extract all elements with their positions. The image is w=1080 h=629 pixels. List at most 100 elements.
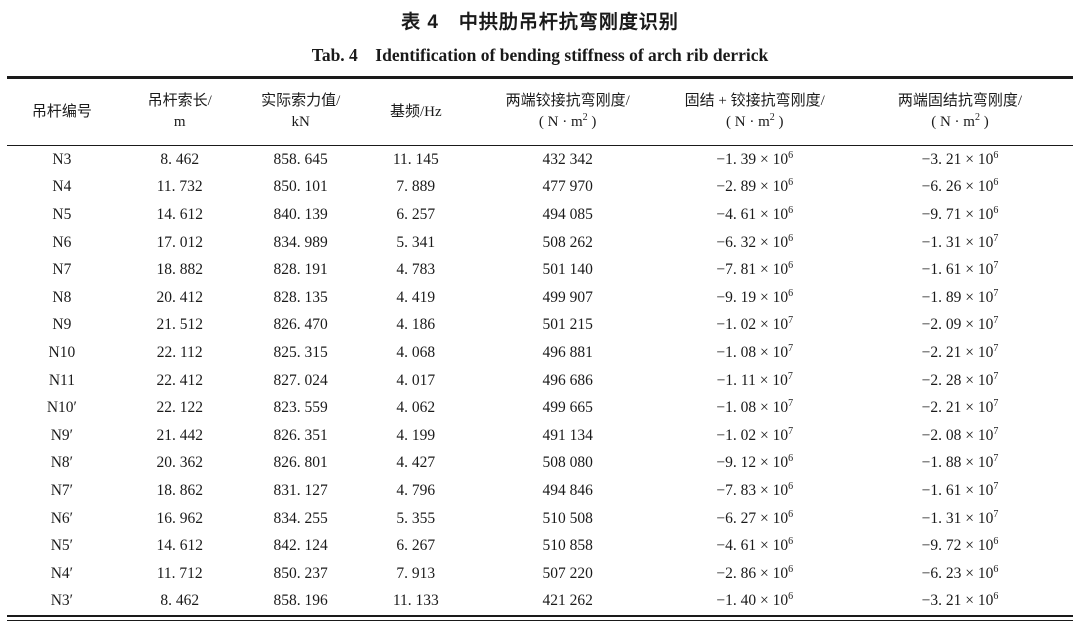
cell-hinged-both-ends-stiffness: 510 508 — [542, 509, 593, 527]
cell-fixed-both-ends-stiffness: −6. 23 × 106 — [921, 563, 999, 582]
cell-cable-length: 18. 882 — [156, 261, 203, 279]
cell-fixed-both-ends-stiffness: −1. 88 × 107 — [921, 453, 999, 472]
cell-fundamental-frequency: 4. 199 — [396, 426, 436, 444]
cell-derrick-number: N11 — [48, 371, 75, 389]
cell-cable-length: 17. 012 — [156, 233, 203, 251]
cell-fixed-plus-hinged-stiffness: −6. 32 × 106 — [716, 232, 794, 251]
table-row: N8′ 20. 362 826. 801 4. 427 508 080 −9. 12 × … — [7, 450, 1073, 478]
cell-cable-length: 18. 862 — [156, 481, 203, 499]
cell-fixed-plus-hinged-stiffness: −4. 61 × 106 — [716, 204, 794, 223]
cell-actual-cable-force: 834. 989 — [273, 233, 328, 251]
cell-derrick-number: N6 — [52, 233, 72, 251]
cell-hinged-both-ends-stiffness: 496 686 — [542, 371, 593, 389]
cell-derrick-number: N5′ — [50, 537, 74, 555]
column-header-actual-cable-force: 实际索力值/kN — [242, 77, 359, 146]
cell-cable-length: 22. 122 — [156, 399, 203, 417]
cell-derrick-number: N4 — [52, 178, 72, 196]
cell-hinged-both-ends-stiffness: 494 085 — [542, 205, 593, 223]
table-row: N6′ 16. 962 834. 255 5. 355 510 508 −6. 27 × … — [7, 505, 1073, 533]
cell-fundamental-frequency: 4. 068 — [396, 343, 436, 361]
cell-derrick-number: N3′ — [50, 592, 74, 610]
cell-hinged-both-ends-stiffness: 508 262 — [542, 233, 593, 251]
cell-fixed-both-ends-stiffness: −2. 09 × 107 — [921, 315, 999, 334]
table-row: N6 17. 012 834. 989 5. 341 508 262 −6. 32 × 1… — [7, 229, 1073, 257]
cell-fixed-both-ends-stiffness: −3. 21 × 106 — [921, 591, 999, 610]
cell-hinged-both-ends-stiffness: 432 342 — [542, 150, 593, 168]
cell-actual-cable-force: 831. 127 — [273, 481, 328, 499]
cell-fixed-plus-hinged-stiffness: −1. 02 × 107 — [716, 315, 794, 334]
cell-fixed-plus-hinged-stiffness: −1. 40 × 106 — [716, 591, 794, 610]
table-header: 吊杆编号 吊杆索长/m 实际索力值/kN 基频/Hz 两端铰接抗弯刚度/( N · m2… — [7, 77, 1073, 146]
cell-derrick-number: N10′ — [46, 399, 77, 417]
cell-fixed-plus-hinged-stiffness: −6. 27 × 106 — [716, 508, 794, 527]
table-row: N3 8. 462 858. 645 11. 145 432 342 −1. 39 × 1… — [7, 146, 1073, 174]
cell-fundamental-frequency: 4. 783 — [396, 261, 436, 279]
column-header-fundamental-frequency: 基频/Hz — [358, 77, 473, 146]
cell-cable-length: 11. 712 — [156, 564, 203, 582]
cell-derrick-number: N4′ — [50, 564, 74, 582]
cell-hinged-both-ends-stiffness: 477 970 — [542, 178, 593, 196]
cell-fixed-plus-hinged-stiffness: −7. 81 × 106 — [716, 260, 794, 279]
cell-actual-cable-force: 827. 024 — [273, 371, 328, 389]
cell-fundamental-frequency: 5. 355 — [396, 509, 436, 527]
cell-fundamental-frequency: 4. 062 — [396, 399, 436, 417]
cell-cable-length: 22. 112 — [156, 343, 203, 361]
table-row: N3′ 8. 462 858. 196 11. 133 421 262 −1. 40 × … — [7, 588, 1073, 617]
cell-fixed-both-ends-stiffness: −3. 21 × 106 — [921, 149, 999, 168]
table-row: N8 20. 412 828. 135 4. 419 499 907 −9. 19 × 1… — [7, 284, 1073, 312]
table-row: N9′ 21. 442 826. 351 4. 199 491 134 −1. 02 × … — [7, 422, 1073, 450]
cell-fixed-both-ends-stiffness: −1. 31 × 107 — [921, 232, 999, 251]
cell-fixed-both-ends-stiffness: −9. 72 × 106 — [921, 535, 999, 555]
cell-hinged-both-ends-stiffness: 496 881 — [542, 343, 593, 361]
cell-actual-cable-force: 850. 237 — [273, 564, 328, 582]
table-row: N5′ 14. 612 842. 124 6. 267 510 858 −4. 61 × … — [7, 532, 1073, 560]
cell-actual-cable-force: 834. 255 — [273, 509, 328, 527]
stiffness-table: 吊杆编号 吊杆索长/m 实际索力值/kN 基频/Hz 两端铰接抗弯刚度/( N · m2… — [7, 76, 1073, 618]
cell-hinged-both-ends-stiffness: 510 858 — [542, 537, 593, 555]
cell-fixed-plus-hinged-stiffness: −9. 19 × 106 — [716, 287, 794, 306]
column-header-fixed-plus-hinged-stiffness: 固结 + 铰接抗弯刚度/( N · m2 ) — [662, 77, 847, 146]
cell-derrick-number: N10 — [48, 343, 76, 361]
cell-cable-length: 8. 462 — [160, 150, 200, 168]
cell-fixed-both-ends-stiffness: −1. 89 × 107 — [921, 287, 999, 306]
table-row: N4′ 11. 712 850. 237 7. 913 507 220 −2. 86 × … — [7, 560, 1073, 588]
cell-cable-length: 20. 362 — [156, 454, 203, 472]
column-header-derrick-number: 吊杆编号 — [7, 77, 117, 146]
cell-fixed-both-ends-stiffness: −1. 61 × 107 — [921, 480, 999, 499]
cell-derrick-number: N9′ — [50, 426, 74, 444]
cell-fixed-plus-hinged-stiffness: −1. 08 × 107 — [716, 397, 794, 417]
cell-fixed-plus-hinged-stiffness: −2. 89 × 106 — [716, 177, 794, 196]
cell-actual-cable-force: 858. 645 — [273, 150, 328, 168]
cell-actual-cable-force: 828. 191 — [273, 261, 328, 279]
table-title-zh: 表 4 中拱肋吊杆抗弯刚度识别 — [401, 12, 679, 33]
cell-fundamental-frequency: 6. 267 — [396, 537, 436, 555]
cell-fundamental-frequency: 4. 796 — [396, 481, 436, 499]
cell-cable-length: 14. 612 — [156, 205, 203, 223]
cell-derrick-number: N8 — [52, 288, 72, 306]
cell-hinged-both-ends-stiffness: 507 220 — [542, 564, 593, 582]
header-row: 吊杆编号 吊杆索长/m 实际索力值/kN 基频/Hz 两端铰接抗弯刚度/( N · m2… — [7, 77, 1073, 146]
table-row: N5 14. 612 840. 139 6. 257 494 085 −4. 61 × 1… — [7, 201, 1073, 229]
cell-actual-cable-force: 826. 801 — [273, 454, 328, 472]
table-row: N10 22. 112 825. 315 4. 068 496 881 −1. 08 × … — [7, 339, 1073, 367]
cell-actual-cable-force: 858. 196 — [273, 592, 328, 610]
table-bottom-rule — [7, 620, 1073, 622]
cell-fixed-plus-hinged-stiffness: −1. 11 × 107 — [716, 370, 793, 389]
table-title-en: Tab. 4 Identification of bending stiffne… — [311, 45, 769, 65]
cell-fundamental-frequency: 6. 257 — [396, 205, 436, 223]
cell-hinged-both-ends-stiffness: 501 215 — [542, 316, 593, 334]
cell-derrick-number: N3 — [52, 150, 72, 168]
cell-cable-length: 16. 962 — [156, 509, 203, 527]
table-container: 吊杆编号 吊杆索长/m 实际索力值/kN 基频/Hz 两端铰接抗弯刚度/( N · m2… — [7, 76, 1073, 618]
cell-actual-cable-force: 828. 135 — [273, 288, 328, 306]
table-row: N11 22. 412 827. 024 4. 017 496 686 −1. 11 × … — [7, 367, 1073, 395]
cell-hinged-both-ends-stiffness: 421 262 — [542, 592, 593, 610]
cell-fixed-both-ends-stiffness: −2. 08 × 107 — [921, 425, 999, 444]
cell-fixed-plus-hinged-stiffness: −2. 86 × 106 — [716, 563, 794, 582]
table-row: N4 11. 732 850. 101 7. 889 477 970 −2. 89 × 1… — [7, 174, 1073, 202]
cell-fixed-plus-hinged-stiffness: −1. 02 × 107 — [716, 425, 794, 444]
table-row: N9 21. 512 826. 470 4. 186 501 215 −1. 02 × 1… — [7, 312, 1073, 340]
cell-fundamental-frequency: 7. 913 — [396, 564, 436, 582]
cell-fundamental-frequency: 11. 133 — [392, 592, 439, 610]
